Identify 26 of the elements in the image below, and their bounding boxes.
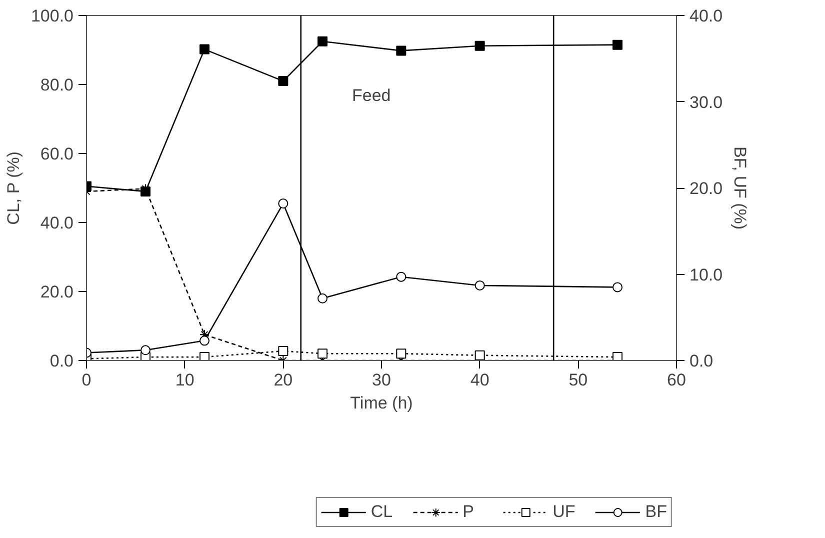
y2-tick-label: 30.0 (690, 92, 723, 112)
x-tick-label: 60 (667, 370, 686, 390)
y-axis-title: CL, P (%) (4, 151, 23, 225)
y-tick-label: 20.0 (40, 282, 74, 302)
x-tick-label: 30 (372, 370, 391, 390)
y-tick-label: 60.0 (40, 144, 74, 164)
legend-label: P (462, 502, 475, 522)
legend-label: BF (645, 502, 667, 522)
y2-axis-title: BF, UF (%) (730, 146, 750, 230)
y2-tick-label: 40.0 (690, 6, 723, 26)
annotation: Feed (352, 86, 391, 106)
y-tick-label: 40.0 (40, 214, 74, 232)
y2-tick-label: 10.0 (690, 265, 723, 284)
x-tick-label: 40 (470, 370, 490, 390)
x-axis-title: Time (h) (350, 394, 413, 412)
y-tick-label: 0.0 (50, 352, 74, 370)
y-tick-label: 100.0 (30, 6, 74, 26)
x-tick-label: 50 (568, 370, 588, 390)
x-tick-label: 20 (274, 370, 293, 390)
x-tick-label: 10 (175, 370, 194, 390)
legend-label: UF (552, 502, 576, 522)
y2-tick-label: 20.0 (690, 179, 723, 198)
y-tick-label: 80.0 (40, 76, 74, 94)
x-tick-label: 0 (82, 370, 92, 390)
y2-tick-label: 0.0 (690, 352, 714, 370)
legend-label: CL (370, 502, 393, 522)
